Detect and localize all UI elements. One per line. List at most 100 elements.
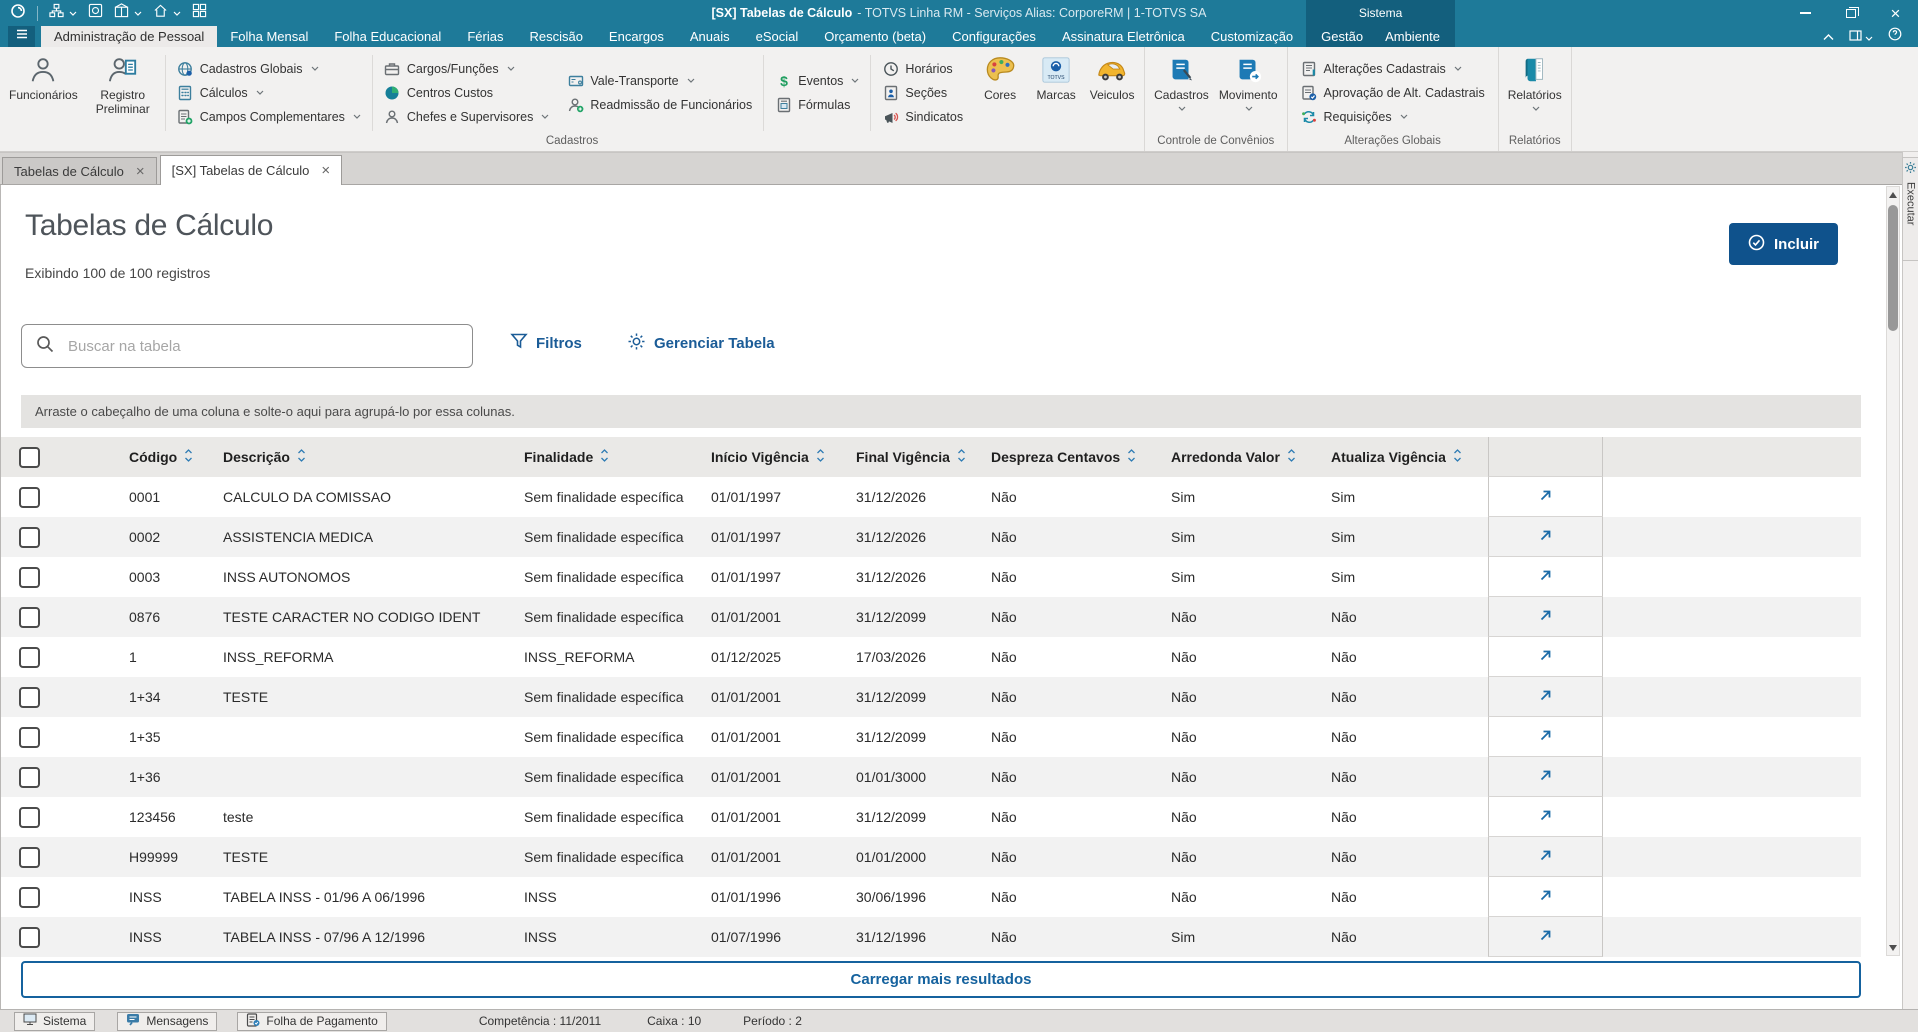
- table-row[interactable]: 1 INSS_REFORMA INSS_REFORMA 01/12/2025 17/03…: [1, 637, 1861, 677]
- ribbon-button-cadastros[interactable]: Cadastros: [1149, 50, 1214, 135]
- column-header-in-cio-vig-ncia[interactable]: Início Vigência: [711, 437, 856, 477]
- column-header-arredonda-valor[interactable]: Arredonda Valor: [1171, 437, 1331, 477]
- sort-icon[interactable]: [1287, 448, 1296, 466]
- column-header-despreza-centavos[interactable]: Despreza Centavos: [991, 437, 1171, 477]
- menu-tab-gest-o[interactable]: Gestão: [1321, 29, 1364, 44]
- table-row[interactable]: 0001 CALCULO DA COMISSAO Sem finalidade es…: [1, 477, 1861, 517]
- file-menu-button[interactable]: [8, 26, 35, 47]
- ribbon-button-chefes-e-supervisores[interactable]: Chefes e Supervisores: [384, 109, 549, 125]
- open-record-icon[interactable]: [1538, 528, 1553, 546]
- ribbon-button-aprova-o-de-alt-cadastrais[interactable]: Aprovação de Alt. Cadastrais: [1301, 85, 1485, 101]
- open-record-icon[interactable]: [1538, 808, 1553, 826]
- ribbon-button-relat-rios[interactable]: Relatórios: [1503, 50, 1567, 135]
- sort-icon[interactable]: [184, 448, 193, 466]
- executar-panel-tab[interactable]: Executar: [1902, 157, 1918, 261]
- ribbon-button-c-lculos[interactable]: Cálculos: [177, 85, 361, 101]
- sort-icon[interactable]: [1127, 448, 1136, 466]
- filters-button[interactable]: Filtros: [510, 332, 582, 354]
- column-header-atualiza-vig-ncia[interactable]: Atualiza Vigência: [1331, 437, 1488, 477]
- ribbon-button-vale-transporte[interactable]: Vale-Transporte: [567, 73, 752, 89]
- row-checkbox[interactable]: [19, 486, 40, 508]
- ribbon-button-requisi-es[interactable]: Requisições: [1301, 109, 1485, 125]
- close-tab-icon[interactable]: ×: [321, 162, 331, 179]
- ribbon-button-centros-custos[interactable]: Centros Custos: [384, 85, 549, 101]
- menu-tab-customiza-o[interactable]: Customização: [1210, 29, 1294, 44]
- titlebar-workflow-icon[interactable]: [49, 3, 77, 23]
- titlebar-app-logo-icon[interactable]: [10, 3, 26, 24]
- row-checkbox[interactable]: [19, 606, 40, 628]
- table-row[interactable]: 0002 ASSISTENCIA MEDICA Sem finalidade esp…: [1, 517, 1861, 557]
- include-button[interactable]: Incluir: [1728, 223, 1838, 265]
- open-record-icon[interactable]: [1538, 848, 1553, 866]
- table-row[interactable]: H99999 TESTE Sem finalidade específica 01/0…: [1, 837, 1861, 877]
- menu-tab-folha-mensal[interactable]: Folha Mensal: [230, 29, 309, 44]
- table-row[interactable]: 0003 INSS AUTONOMOS Sem finalidade específ…: [1, 557, 1861, 597]
- sort-icon[interactable]: [1453, 448, 1462, 466]
- row-checkbox[interactable]: [19, 646, 40, 668]
- table-row[interactable]: 1+36 Sem finalidade específica 01/01/2001 0…: [1, 757, 1861, 797]
- search-input[interactable]: [66, 336, 459, 356]
- minimize-button[interactable]: [1783, 0, 1828, 26]
- titlebar-package-icon[interactable]: [114, 3, 142, 23]
- open-record-icon[interactable]: [1538, 928, 1553, 946]
- table-row[interactable]: 0876 TESTE CARACTER NO CODIGO IDENT Sem fi…: [1, 597, 1861, 637]
- restore-button[interactable]: [1828, 0, 1873, 26]
- menu-tab-anuais[interactable]: Anuais: [689, 29, 730, 44]
- ribbon-button-readmiss-o-de-funcion-rios[interactable]: Readmissão de Funcionários: [567, 97, 752, 113]
- scroll-down-button[interactable]: [1887, 940, 1899, 955]
- close-tab-icon[interactable]: ×: [135, 162, 145, 180]
- open-record-icon[interactable]: [1538, 728, 1553, 746]
- load-more-button[interactable]: Carregar mais resultados: [21, 961, 1861, 998]
- open-record-icon[interactable]: [1538, 888, 1553, 906]
- titlebar-grid-icon[interactable]: [192, 3, 207, 23]
- column-header-descri-o[interactable]: Descrição: [223, 437, 524, 477]
- ribbon-button-cargos-fun-es[interactable]: Cargos/Funções: [384, 61, 549, 77]
- column-header-finalidade[interactable]: Finalidade: [524, 437, 711, 477]
- ribbon-button-registro-preliminar[interactable]: Registro Preliminar: [83, 50, 163, 135]
- ribbon-button-cores[interactable]: Cores: [972, 50, 1028, 135]
- titlebar-home-icon[interactable]: [153, 3, 181, 23]
- menu-tab-assinatura-eletr-nica[interactable]: Assinatura Eletrônica: [1061, 29, 1185, 44]
- ribbon-button-movimento[interactable]: Movimento: [1214, 50, 1283, 135]
- row-checkbox[interactable]: [19, 886, 40, 908]
- close-button[interactable]: ×: [1873, 0, 1918, 26]
- status-sistema[interactable]: Sistema: [14, 1011, 96, 1031]
- row-checkbox[interactable]: [19, 726, 40, 748]
- ribbon-button-marcas[interactable]: TOTVS Marcas: [1028, 50, 1084, 135]
- menu-tab-encargos[interactable]: Encargos: [608, 29, 664, 44]
- menu-tab-ambiente[interactable]: Ambiente: [1385, 29, 1440, 44]
- collapse-ribbon-icon[interactable]: [1823, 28, 1834, 46]
- scroll-up-button[interactable]: [1887, 187, 1899, 202]
- ribbon-button-campos-complementares[interactable]: Campos Complementares: [177, 109, 361, 125]
- sort-icon[interactable]: [600, 448, 609, 466]
- open-record-icon[interactable]: [1538, 768, 1553, 786]
- ribbon-button-veiculos[interactable]: Veiculos: [1084, 50, 1140, 135]
- sort-icon[interactable]: [957, 448, 966, 466]
- menu-tab-configura-es[interactable]: Configurações: [952, 29, 1036, 44]
- row-checkbox[interactable]: [19, 566, 40, 588]
- ribbon-button-funcion-rios[interactable]: Funcionários: [4, 50, 83, 135]
- ribbon-button-hor-rios[interactable]: Horários: [882, 61, 963, 77]
- layout-switch-button[interactable]: [1849, 28, 1873, 46]
- ribbon-button-cadastros-globais[interactable]: Cadastros Globais: [177, 61, 361, 77]
- table-row[interactable]: INSS TABELA INSS - 07/96 A 12/1996 INSS 01/…: [1, 917, 1861, 957]
- titlebar-record-icon[interactable]: [88, 3, 103, 23]
- group-by-bar[interactable]: Arraste o cabeçalho de uma coluna e solt…: [21, 395, 1861, 428]
- menu-tab-administra-o-de-pessoal[interactable]: Administração de Pessoal: [41, 26, 218, 47]
- help-icon[interactable]: [1888, 27, 1902, 46]
- ribbon-button-sindicatos[interactable]: Sindicatos: [882, 109, 963, 125]
- menu-tab-f-rias[interactable]: Férias: [467, 29, 504, 44]
- row-checkbox[interactable]: [19, 686, 40, 708]
- ribbon-button-f-rmulas[interactable]: Fórmulas: [775, 97, 859, 113]
- manage-table-button[interactable]: Gerenciar Tabela: [627, 332, 775, 355]
- menu-tab-or-amento-beta-[interactable]: Orçamento (beta): [824, 29, 927, 44]
- ribbon-button-eventos[interactable]: $ Eventos: [775, 73, 859, 89]
- status-mensagens[interactable]: Mensagens: [117, 1011, 218, 1031]
- sort-icon[interactable]: [297, 448, 306, 466]
- menu-tab-folha-educacional[interactable]: Folha Educacional: [334, 29, 442, 44]
- row-checkbox[interactable]: [19, 926, 40, 948]
- status-folha-de-pagamento[interactable]: Folha de Pagamento: [237, 1011, 387, 1031]
- column-header-final-vig-ncia[interactable]: Final Vigência: [856, 437, 991, 477]
- table-row[interactable]: 1+35 Sem finalidade específica 01/01/2001 3…: [1, 717, 1861, 757]
- menu-tab-esocial[interactable]: eSocial: [755, 29, 799, 44]
